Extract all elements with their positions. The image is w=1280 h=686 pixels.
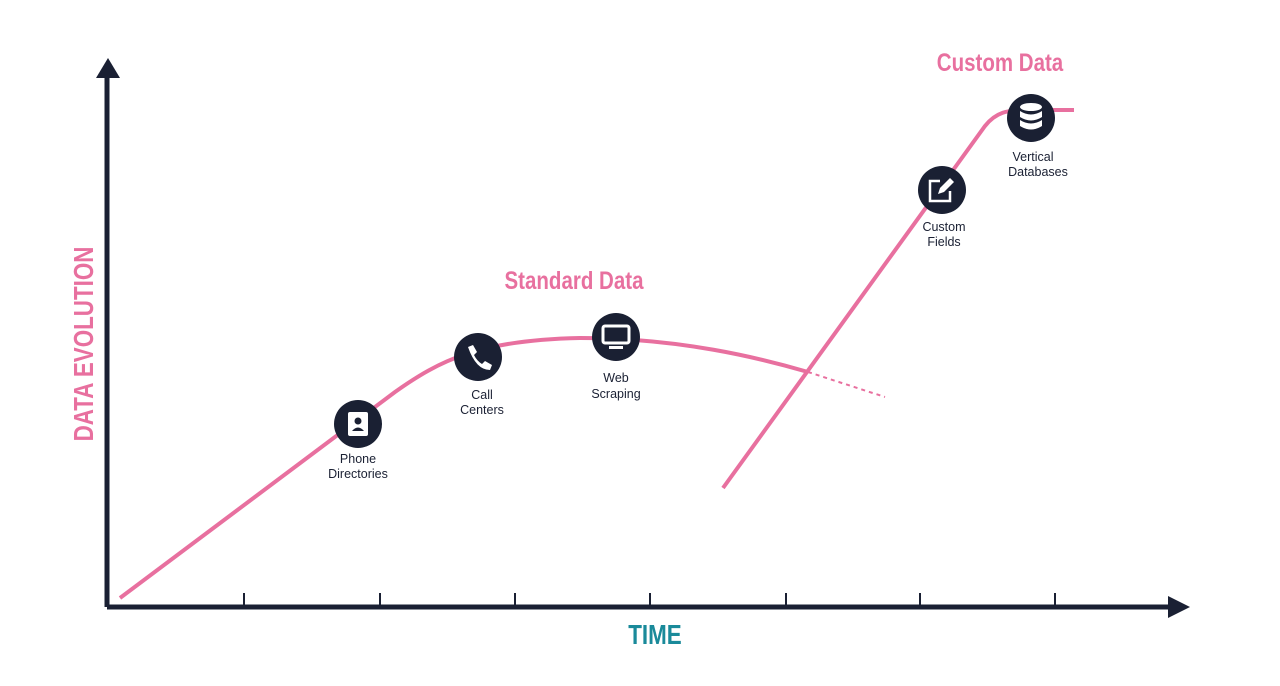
- icon-part: [938, 178, 954, 194]
- node: Custom Fields: [918, 166, 966, 249]
- axes: [104, 78, 1172, 610]
- node-label: Scraping: [591, 387, 640, 401]
- phase-label: Custom Data: [937, 48, 1064, 76]
- x-arrow: [1168, 596, 1190, 618]
- node-label: Directories: [328, 467, 388, 481]
- phase-label: Standard Data: [505, 266, 644, 294]
- ticks: [243, 593, 1056, 605]
- icon-part: [609, 346, 623, 349]
- node: Web Scraping: [591, 313, 641, 401]
- standard-curve-dashed: [807, 371, 886, 398]
- node-circle: [454, 333, 502, 381]
- node-label: Web: [603, 371, 629, 385]
- node: Call Centers: [454, 333, 504, 417]
- icon-part: [354, 417, 362, 425]
- node-label: Fields: [927, 235, 960, 249]
- icon: [468, 345, 492, 370]
- node-label: Call: [471, 388, 493, 402]
- node-label: Centers: [460, 403, 504, 417]
- icon-part: [1020, 111, 1042, 121]
- node-label: Custom: [922, 220, 965, 234]
- y-arrow: [96, 58, 120, 78]
- node-label: Vertical: [1013, 150, 1054, 164]
- standard-curve: [118, 335, 809, 600]
- node-circle: [592, 313, 640, 361]
- y-axis-label: DATA EVOLUTION: [69, 247, 100, 442]
- icon-part: [352, 427, 364, 431]
- icon: [601, 324, 631, 345]
- icon: [1020, 103, 1042, 111]
- node-label: Databases: [1008, 165, 1068, 179]
- x-axis-label: TIME: [628, 620, 681, 651]
- icon-part: [1020, 120, 1042, 130]
- node: Vertical Databases: [1007, 94, 1068, 179]
- node-label: Phone: [340, 452, 376, 466]
- icon: [928, 179, 952, 203]
- node: Phone Directories: [328, 400, 388, 481]
